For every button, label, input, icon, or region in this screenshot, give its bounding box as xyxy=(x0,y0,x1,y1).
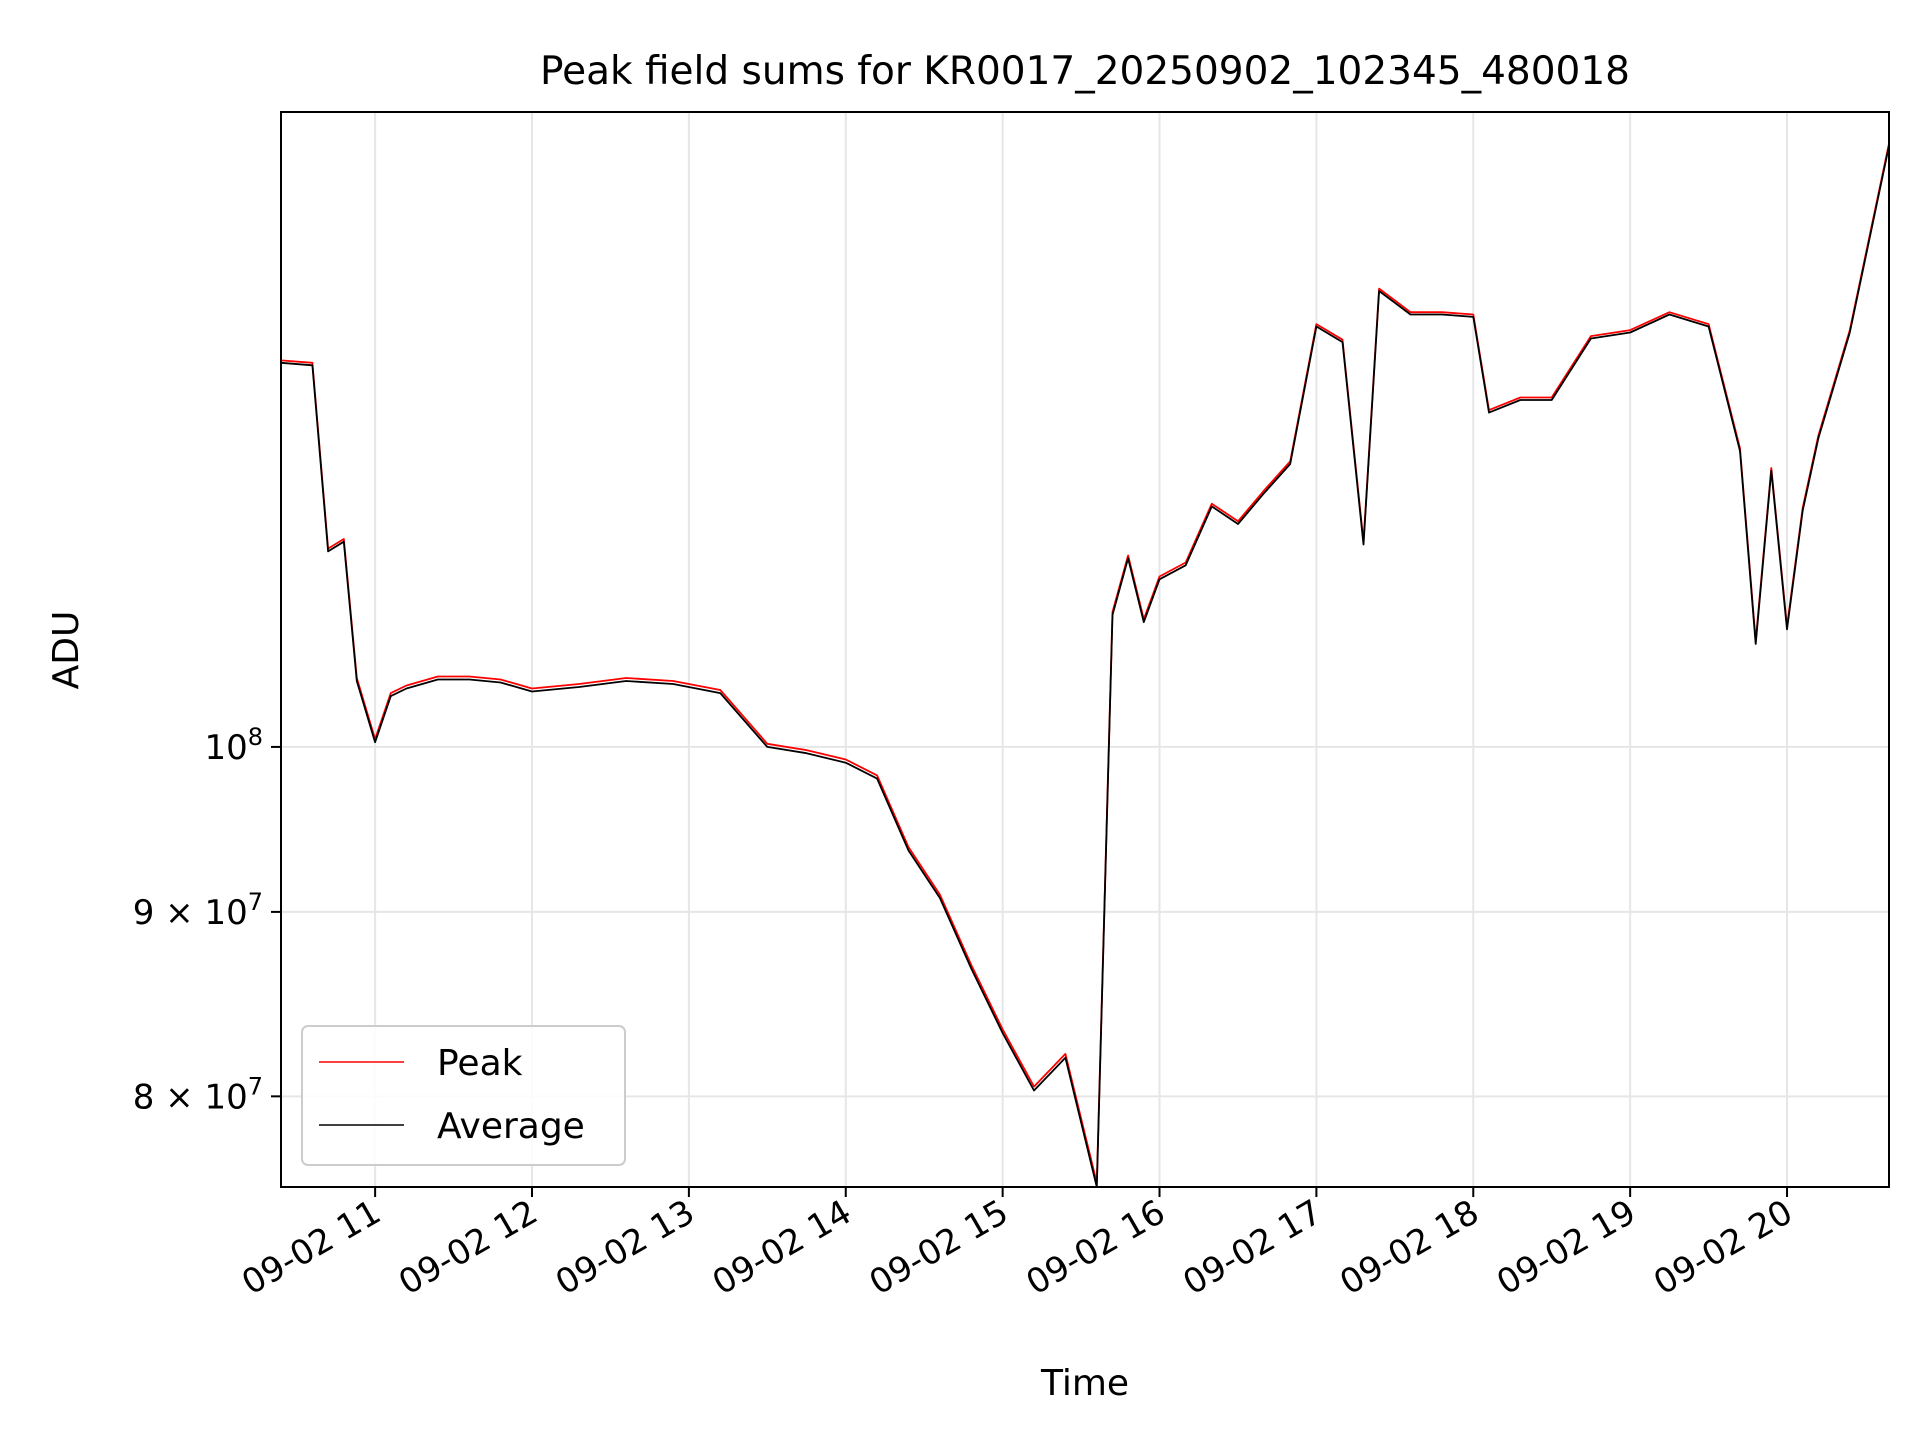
y-tick-label: 108 xyxy=(204,723,263,768)
y-axis-label: ADU xyxy=(46,611,87,690)
legend-label-peak: Peak xyxy=(437,1043,523,1084)
grid-lines xyxy=(281,112,1889,1187)
series-layer xyxy=(280,143,1890,1188)
y-axis: 8 × 107 9 × 107 108 xyxy=(133,723,281,1117)
plot-frame xyxy=(280,111,1890,1188)
series-line-average xyxy=(280,145,1890,1188)
chart-title: Peak field sums for KR0017_20250902_1023… xyxy=(540,49,1630,94)
legend: Peak Average xyxy=(301,1025,626,1166)
y-tick-label: 9 × 107 xyxy=(133,888,263,933)
y-tick-label: 8 × 107 xyxy=(133,1072,263,1117)
legend-label-average: Average xyxy=(437,1106,585,1147)
x-axis-label: Time xyxy=(1040,1363,1129,1404)
legend-box xyxy=(301,1025,626,1166)
